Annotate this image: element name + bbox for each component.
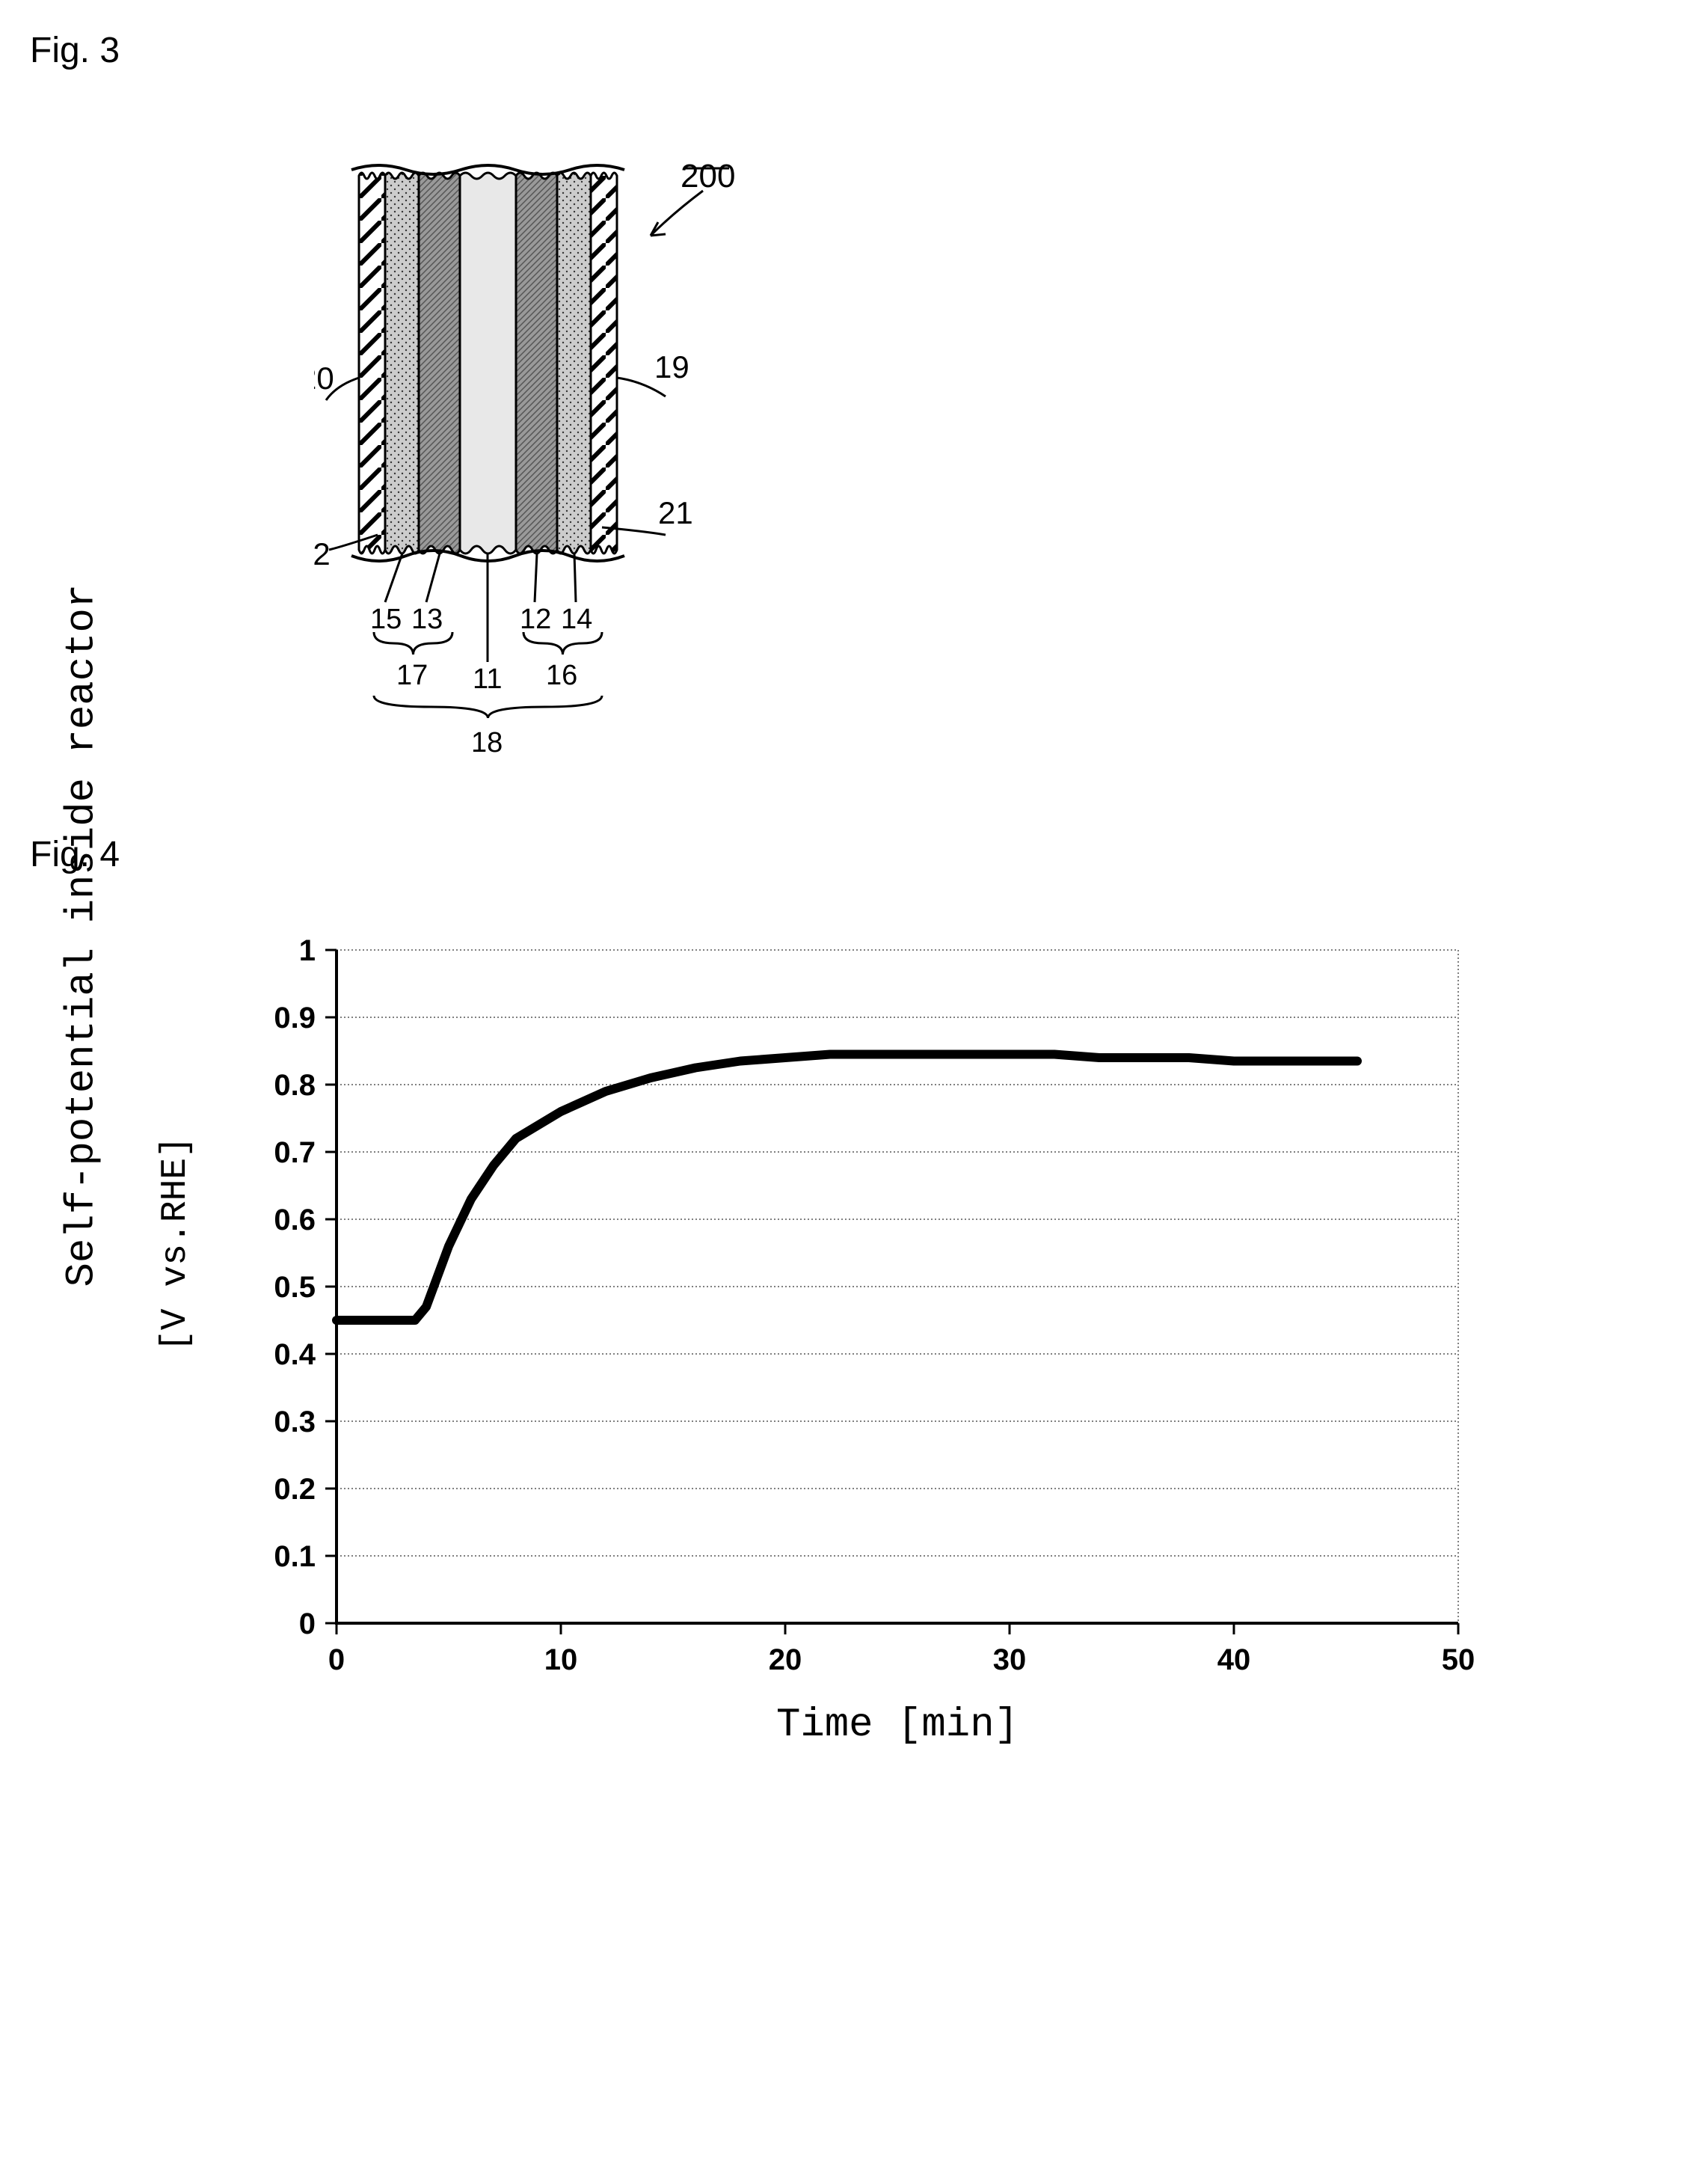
svg-text:16: 16	[546, 660, 577, 691]
svg-text:10: 10	[544, 1643, 578, 1676]
fig4-svg: 00.10.20.30.40.50.60.70.80.9101020304050…	[165, 905, 1585, 1803]
svg-text:13: 13	[411, 604, 443, 635]
svg-text:20: 20	[769, 1643, 802, 1676]
svg-text:0.9: 0.9	[274, 1002, 316, 1035]
fig3-label: Fig. 3	[30, 30, 1675, 71]
svg-text:22: 22	[314, 536, 331, 571]
svg-text:0.7: 0.7	[274, 1136, 316, 1169]
fig4-ylabel: Self-potential inside reactor	[60, 584, 105, 1287]
svg-text:0.5: 0.5	[274, 1271, 316, 1304]
svg-text:14: 14	[561, 604, 592, 635]
svg-text:0.8: 0.8	[274, 1069, 316, 1102]
svg-text:0.3: 0.3	[274, 1406, 316, 1438]
svg-text:200: 200	[681, 158, 735, 194]
svg-text:40: 40	[1217, 1643, 1251, 1676]
svg-text:30: 30	[993, 1643, 1027, 1676]
svg-text:50: 50	[1442, 1643, 1475, 1676]
svg-text:1: 1	[299, 934, 316, 967]
svg-text:15: 15	[370, 604, 402, 635]
svg-text:18: 18	[471, 727, 503, 758]
svg-text:0.6: 0.6	[274, 1204, 316, 1236]
svg-text:20: 20	[314, 361, 334, 396]
fig4-chart: Self-potential inside reactor [V vs.RHE]…	[165, 905, 1585, 1803]
svg-text:11: 11	[473, 663, 502, 695]
svg-text:19: 19	[654, 349, 689, 384]
svg-text:0.4: 0.4	[274, 1338, 316, 1371]
fig3-svg: 200 20 19 22 21 15 13 12 14 11 17 16 18	[314, 131, 838, 804]
fig3-diagram: 200 20 19 22 21 15 13 12 14 11 17 16 18	[314, 131, 838, 804]
svg-text:Time [min]: Time [min]	[776, 1702, 1019, 1748]
svg-text:0.2: 0.2	[274, 1473, 316, 1506]
svg-text:21: 21	[658, 495, 693, 530]
svg-text:0: 0	[299, 1607, 316, 1640]
svg-text:12: 12	[520, 604, 551, 635]
svg-text:0.1: 0.1	[274, 1540, 316, 1573]
fig4-yunit: [V vs.RHE]	[156, 1136, 196, 1352]
svg-text:0: 0	[328, 1643, 345, 1676]
fig4-label: Fig. 4	[30, 834, 1675, 875]
svg-text:17: 17	[396, 660, 428, 691]
